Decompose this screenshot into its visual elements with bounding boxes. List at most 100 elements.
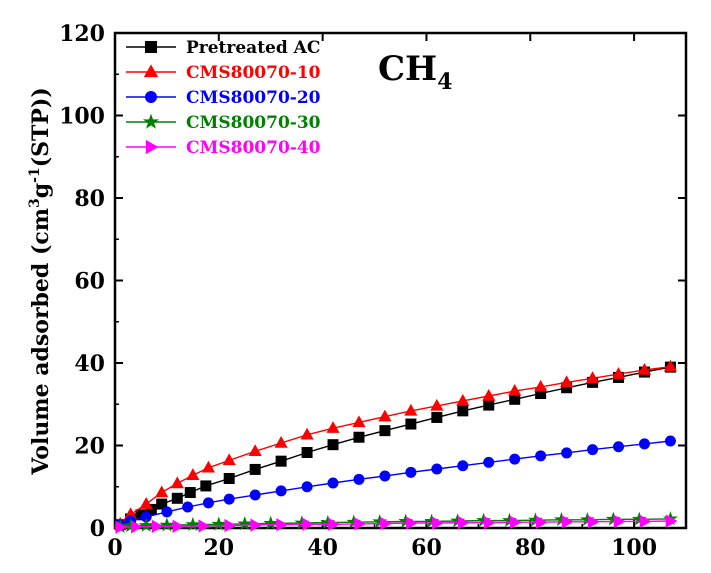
y-tick-label: 0 (90, 516, 105, 542)
data-point (248, 444, 262, 457)
chart-annotation: CH4 (378, 49, 453, 95)
legend: Pretreated AC CMS80070-10 CMS80070-20 CMS80… (126, 38, 321, 158)
data-point (249, 463, 261, 475)
data-point (200, 480, 212, 492)
data-point (353, 431, 365, 443)
legend-label: CMS80070-20 (186, 88, 321, 108)
data-point (352, 415, 366, 428)
data-point (274, 436, 288, 448)
data-point (483, 516, 496, 530)
data-point (613, 441, 625, 453)
data-point (139, 497, 153, 509)
data-point (198, 519, 211, 533)
data-point (456, 393, 470, 406)
data-point (250, 518, 263, 532)
y-tick-label: 60 (74, 269, 105, 295)
ylabel-part: Volume adsorbed (cm (28, 208, 54, 476)
x-tick-label: 60 (411, 535, 442, 561)
x-tick-label: 0 (107, 535, 122, 561)
data-point (301, 481, 313, 493)
data-point (431, 411, 443, 423)
data-point (138, 517, 154, 532)
data-point (432, 516, 444, 530)
data-point (151, 519, 164, 533)
data-point (185, 516, 201, 531)
data-point (639, 514, 652, 529)
data-point (457, 460, 469, 472)
data-point (186, 468, 200, 480)
data-point (483, 399, 495, 411)
data-point (534, 379, 548, 392)
data-point (430, 398, 444, 411)
data-point (665, 514, 678, 528)
data-point (508, 384, 522, 396)
data-point (223, 493, 235, 505)
x-tick-label: 100 (611, 535, 657, 561)
data-point (275, 455, 287, 467)
series-layer (112, 359, 678, 534)
legend-item: CMS80070-20 (126, 88, 321, 108)
ylabel-sup: 3 (27, 198, 43, 208)
data-point (301, 447, 313, 459)
data-point (184, 487, 196, 499)
series-cms80070-40 (115, 514, 678, 534)
data-point (161, 506, 173, 518)
legend-marker (145, 139, 159, 155)
legend-marker (143, 64, 159, 78)
data-point (275, 485, 287, 497)
data-point (300, 427, 314, 440)
data-point (249, 489, 261, 501)
y-tick-label: 40 (74, 351, 105, 377)
axes: 0 20 40 60 80 100 0 20 40 60 80 100 120 (59, 21, 688, 561)
data-point (237, 516, 253, 531)
data-point (155, 485, 169, 498)
legend-label: CMS80070-30 (186, 113, 321, 133)
data-point (115, 520, 128, 534)
legend-label: Pretreated AC (186, 38, 320, 58)
y-axis-title: Volume adsorbed (cm3g-1(STP)) (27, 87, 54, 476)
data-point (379, 470, 391, 482)
y-axis-title-text: Volume adsorbed (cm3g-1(STP)) (27, 87, 54, 476)
data-point (302, 517, 315, 531)
data-point (431, 463, 443, 475)
data-point (613, 514, 626, 529)
data-point (380, 516, 392, 531)
legend-marker (145, 91, 157, 103)
annotation-sub: 4 (437, 69, 452, 95)
data-point (170, 476, 184, 489)
legend-label: CMS80070-40 (186, 138, 321, 158)
data-point (354, 517, 366, 531)
data-point (171, 492, 183, 504)
data-point (611, 367, 626, 379)
x-tick-label: 80 (515, 535, 546, 561)
data-point (587, 444, 599, 456)
data-point (404, 403, 418, 416)
data-point (263, 515, 279, 530)
data-point (457, 405, 469, 417)
data-point (458, 516, 470, 530)
ylabel-part: g (28, 183, 54, 198)
data-point (131, 520, 143, 534)
legend-item: CMS80070-40 (126, 138, 321, 158)
data-point (224, 518, 237, 533)
data-point (406, 516, 418, 530)
data-point (509, 453, 521, 465)
data-point (637, 362, 652, 375)
data-point (201, 460, 216, 473)
data-point (378, 409, 392, 422)
series-line (119, 366, 671, 526)
ylabel-part: (STP)) (28, 87, 54, 167)
data-point (585, 371, 600, 384)
data-point (156, 498, 168, 510)
data-point (327, 439, 339, 451)
data-point (535, 515, 548, 529)
x-tick-label: 20 (204, 535, 235, 561)
data-point (560, 375, 574, 388)
data-point (405, 418, 417, 430)
data-point (172, 519, 185, 533)
data-point (561, 515, 574, 529)
data-point (509, 515, 522, 529)
data-point (222, 453, 236, 466)
legend-item: CMS80070-30 (126, 113, 321, 133)
